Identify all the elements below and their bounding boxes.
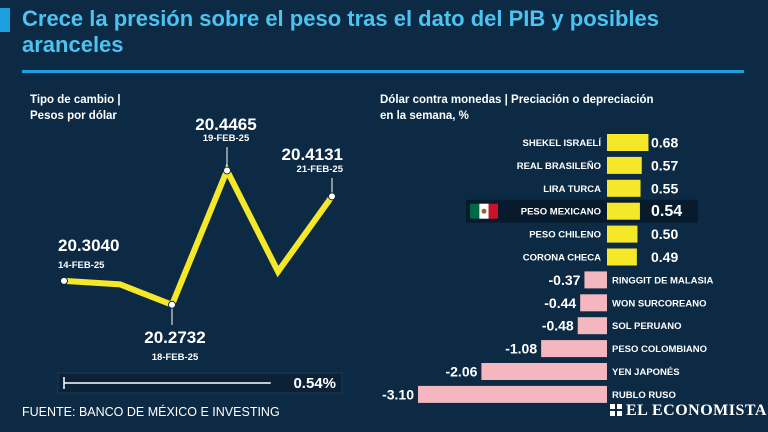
point-value-label: 20.4465 [195, 115, 256, 134]
point-value-label: 20.2732 [144, 328, 205, 347]
data-point-marker [223, 166, 231, 175]
bar-value-label: 0.54 [651, 203, 682, 220]
bar [584, 271, 607, 289]
bar-value-label: 0.55 [651, 180, 678, 196]
bar-value-label: -2.06 [445, 364, 477, 380]
bar-category-label: REAL BRASILEÑO [517, 161, 601, 172]
mexico-flag-red [488, 203, 498, 219]
bar-category-label: CORONA CHECA [523, 253, 601, 264]
bar-chart-subtitle-line-2: en la semana, % [380, 110, 469, 122]
line-chart-subtitle: Tipo de cambio | Pesos por dólar [30, 92, 190, 124]
brand-name: EL ECONOMISTA [626, 402, 767, 419]
bar [607, 156, 642, 174]
bar-value-label: -0.48 [542, 318, 574, 334]
weekly-change-label: 0.54% [293, 375, 336, 392]
line-chart-subtitle-line-1: Tipo de cambio | [30, 94, 121, 106]
bar [481, 363, 607, 380]
bar-category-label: SOL PERUANO [612, 321, 682, 332]
point-date-label: 14-FEB-25 [58, 260, 105, 271]
bar [541, 340, 607, 358]
bar [418, 385, 607, 403]
bar [607, 202, 640, 220]
bar [580, 294, 607, 312]
bar-category-label: YEN JAPONÉS [612, 367, 680, 378]
bar-value-label: 0.50 [651, 226, 678, 242]
bar-chart-subtitle: Dólar contra monedas | Preciación o depr… [380, 92, 710, 124]
title-accent-bar [0, 8, 10, 32]
mexico-flag-emblem-icon [481, 208, 487, 214]
exchange-rate-line [61, 163, 335, 309]
point-date-label: 18-FEB-25 [152, 352, 199, 363]
bar [607, 225, 638, 243]
bar-chart-subtitle-line-1: Dólar contra monedas | Preciación o depr… [380, 94, 654, 106]
bar-category-label: WON SURCOREANO [612, 298, 706, 309]
bar [607, 248, 637, 266]
bar-value-label: -3.10 [382, 386, 414, 402]
point-date-label: 19-FEB-25 [203, 133, 250, 144]
bar-category-label: LIRA TURCA [543, 184, 601, 195]
data-point-marker [328, 192, 336, 201]
data-point-marker [168, 300, 176, 309]
bar-value-label: 0.49 [651, 249, 678, 265]
title-divider [22, 70, 744, 73]
bar-category-label: SHEKEL ISRAELÍ [523, 138, 602, 149]
bar-category-label: RUBLO RUSO [612, 390, 676, 401]
brand-logo: EL ECONOMISTA [610, 402, 767, 420]
page-title: Crece la presión sobre el peso tras el d… [22, 6, 660, 57]
bar-category-label: PESO MEXICANO [521, 207, 601, 218]
brand-mark-icon [610, 404, 622, 416]
highlight-row-background [466, 199, 698, 223]
bar-value-label: -0.44 [544, 295, 576, 311]
bar-value-label: -1.08 [505, 341, 537, 357]
bar-category-label: PESO COLOMBIANO [612, 344, 707, 355]
bar-category-label: PESO CHILENO [529, 230, 601, 241]
bar [607, 134, 649, 151]
bar-category-label: RINGGIT DE MALASIA [612, 275, 713, 286]
point-value-label: 20.3040 [58, 236, 119, 255]
bar [607, 179, 641, 197]
point-value-label: 20.4131 [282, 145, 343, 164]
line-chart-subtitle-line-2: Pesos por dólar [30, 110, 117, 122]
point-date-label: 21-FEB-25 [297, 164, 344, 175]
data-point-marker [60, 276, 68, 285]
mexico-flag-green [470, 203, 480, 219]
bar-value-label: -0.37 [549, 272, 581, 288]
bar [577, 317, 607, 335]
source-note: FUENTE: BANCO DE MÉXICO E INVESTING [22, 405, 280, 419]
bar-value-label: 0.57 [651, 157, 678, 173]
bar-value-label: 0.68 [651, 135, 678, 151]
